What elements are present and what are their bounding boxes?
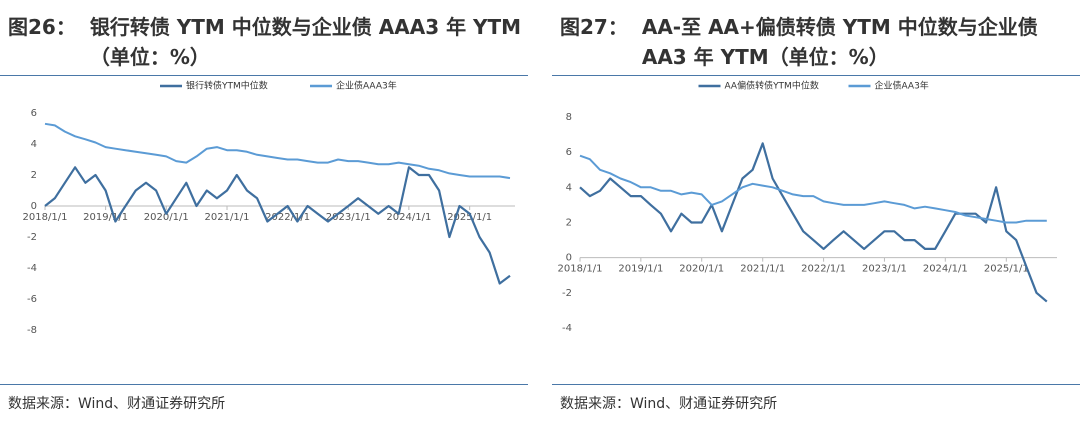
figure-label: 图26： bbox=[8, 15, 76, 39]
x-tick-label: 2024/1/1 bbox=[386, 212, 431, 223]
x-tick-label: 2024/1/1 bbox=[923, 264, 968, 275]
legend-label: AA偏债转债YTM中位数 bbox=[725, 80, 819, 92]
y-tick-label: -4 bbox=[562, 323, 572, 334]
series-line bbox=[44, 166, 511, 285]
x-tick-label: 2022/1/1 bbox=[801, 264, 846, 275]
legend-label: 企业债AAA3年 bbox=[336, 80, 397, 92]
x-tick-label: 2018/1/1 bbox=[23, 212, 68, 223]
x-tick-label: 2020/1/1 bbox=[679, 264, 724, 275]
figure-label: 图27： bbox=[560, 15, 628, 39]
series-line bbox=[579, 154, 1047, 224]
panel: 图27： AA-至 AA+偏债转债 YTM 中位数与企业债 AA3 年 YTM（单… bbox=[552, 0, 1080, 428]
source: 数据来源：Wind、财通证券研究所 bbox=[0, 384, 528, 413]
y-tick-label: 6 bbox=[31, 108, 37, 119]
x-tick-label: 2018/1/1 bbox=[558, 264, 603, 275]
panel: 图26： 银行转债 YTM 中位数与企业债 AAA3 年 YTM（单位：%） -8… bbox=[0, 0, 528, 428]
figure-heading: 图27： AA-至 AA+偏债转债 YTM 中位数与企业债 AA3 年 YTM（单… bbox=[560, 12, 1075, 72]
figure-heading: 图26： 银行转债 YTM 中位数与企业债 AAA3 年 YTM（单位：%） bbox=[8, 12, 523, 72]
legend-label: 银行转债YTM中位数 bbox=[186, 80, 268, 92]
chart-title: AA-至 AA+偏债转债 YTM 中位数与企业债 AA3 年 YTM（单位：%） bbox=[641, 15, 1038, 69]
series-line bbox=[579, 142, 1048, 303]
y-tick-label: -2 bbox=[562, 288, 572, 299]
x-tick-label: 2022/1/1 bbox=[265, 212, 310, 223]
x-tick-label: 2021/1/1 bbox=[205, 212, 250, 223]
chart: -4 -2 0 2 4 6 8 2018/1/1 2019/1/1 2020/1/1 2021/1/… bbox=[558, 80, 1057, 334]
y-tick-label: 0 bbox=[566, 253, 572, 264]
y-tick-label: -4 bbox=[27, 263, 37, 274]
y-tick-label: -6 bbox=[27, 294, 37, 305]
x-tick-label: 2019/1/1 bbox=[83, 212, 128, 223]
rule bbox=[0, 75, 528, 76]
y-tick-label: 4 bbox=[31, 139, 37, 150]
x-tick-label: 2020/1/1 bbox=[144, 212, 189, 223]
y-tick-label: 8 bbox=[566, 112, 572, 123]
x-tick-label: 2025/1/1 bbox=[447, 212, 492, 223]
x-tick-label: 2021/1/1 bbox=[740, 264, 785, 275]
x-tick-label: 2023/1/1 bbox=[862, 264, 907, 275]
y-tick-label: 0 bbox=[31, 201, 37, 212]
y-tick-label: -8 bbox=[27, 325, 37, 336]
series-line bbox=[44, 122, 511, 180]
y-tick-label: 4 bbox=[566, 182, 572, 193]
source: 数据来源：Wind、财通证券研究所 bbox=[552, 384, 1080, 413]
x-tick-label: 2025/1/1 bbox=[984, 264, 1029, 275]
x-tick-label: 2019/1/1 bbox=[618, 264, 663, 275]
x-tick-label: 2023/1/1 bbox=[326, 212, 371, 223]
rule bbox=[552, 75, 1080, 76]
chart-title: 银行转债 YTM 中位数与企业债 AAA3 年 YTM（单位：%） bbox=[89, 15, 522, 69]
legend-label: 企业债AA3年 bbox=[875, 80, 929, 92]
chart: -8 -6 -4 -2 0 2 4 6 2018/1/1 2019/1/1 2020/1/1 2021… bbox=[23, 80, 515, 336]
y-tick-label: 2 bbox=[31, 170, 37, 181]
y-tick-label: 2 bbox=[566, 218, 572, 229]
y-tick-label: -2 bbox=[27, 232, 37, 243]
y-tick-label: 6 bbox=[566, 147, 572, 158]
